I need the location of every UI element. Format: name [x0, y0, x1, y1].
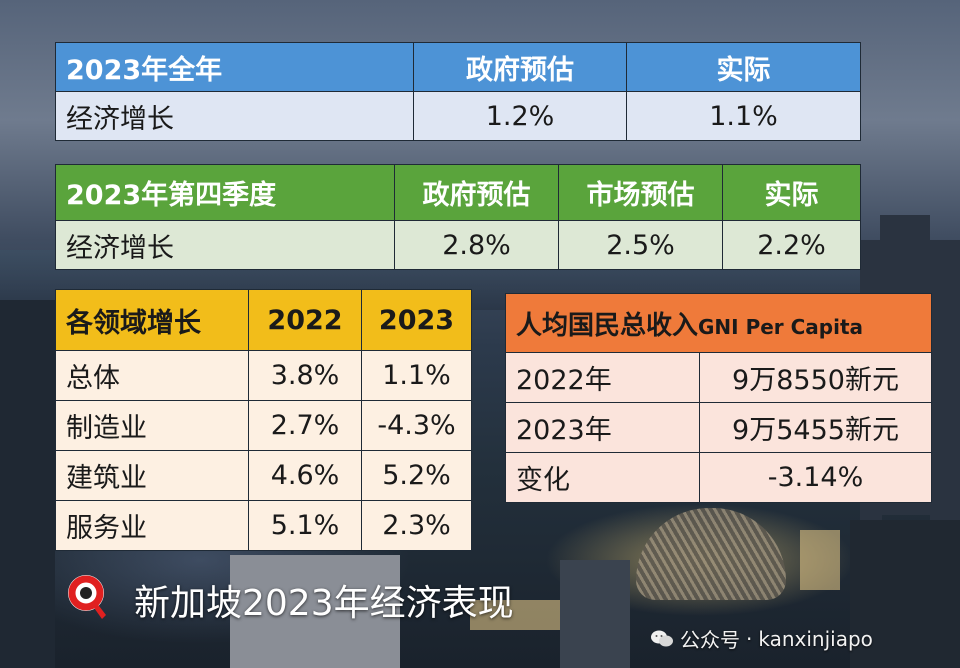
- gni-row-label: 2023年: [505, 402, 700, 453]
- caption-title: 新加坡2023年经济表现: [134, 583, 514, 624]
- table-header-row: 2023年第四季度 政府预估 市场预估 实际: [55, 164, 861, 221]
- table-header-row: 各领域增长 2022 2023: [55, 289, 472, 351]
- table-row: 经济增长 2.8% 2.5% 2.2%: [55, 220, 861, 270]
- actual-value: 2.2%: [722, 220, 861, 270]
- table-row: 2023年 9万5455新元: [505, 402, 932, 453]
- sector-growth-table: 各领域增长 2022 2023 总体 3.8% 1.1% 制造业 2.7% -4…: [55, 289, 472, 551]
- value-2022: 3.8%: [248, 350, 362, 401]
- table-header-row: 人均国民总收入GNI Per Capita: [505, 293, 932, 353]
- gov-estimate-value: 2.8%: [394, 220, 559, 270]
- table-row: 制造业 2.7% -4.3%: [55, 400, 472, 451]
- row-label: 经济增长: [55, 220, 395, 270]
- value-2023: -4.3%: [361, 400, 472, 451]
- table-row: 经济增长 1.2% 1.1%: [55, 91, 861, 141]
- header-actual: 实际: [722, 164, 861, 221]
- background-building: [850, 520, 960, 668]
- gni-title: 人均国民总收入GNI Per Capita: [505, 293, 932, 353]
- sector-label: 服务业: [55, 500, 249, 551]
- gni-change-value: -3.14%: [699, 452, 932, 503]
- full-year-table: 2023年全年 政府预估 实际 经济增长 1.2% 1.1%: [55, 42, 861, 141]
- watermark-prefix: 公众号: [680, 628, 740, 652]
- gni-row-label: 2022年: [505, 352, 700, 403]
- gni-title-cn: 人均国民总收入: [516, 310, 699, 341]
- sector-label: 总体: [55, 350, 249, 401]
- q4-table: 2023年第四季度 政府预估 市场预估 实际 经济增长 2.8% 2.5% 2.…: [55, 164, 861, 270]
- sector-label: 制造业: [55, 400, 249, 451]
- value-2023: 2.3%: [361, 500, 472, 551]
- watermark-separator: ·: [746, 626, 753, 651]
- gni-per-capita-table: 人均国民总收入GNI Per Capita 2022年 9万8550新元 202…: [505, 293, 932, 503]
- table-row: 总体 3.8% 1.1%: [55, 350, 472, 401]
- background-lights: [470, 600, 560, 630]
- watermark: 公众号 · kanxinjiapo: [650, 624, 873, 653]
- header-period: 2023年全年: [55, 42, 414, 92]
- table-row: 变化 -3.14%: [505, 452, 932, 503]
- sector-label: 建筑业: [55, 450, 249, 501]
- background-building: [0, 300, 55, 668]
- row-label: 经济增长: [55, 91, 414, 141]
- watermark-account: kanxinjiapo: [758, 626, 873, 651]
- background-building: [230, 555, 400, 668]
- actual-value: 1.1%: [626, 91, 861, 141]
- value-2022: 2.7%: [248, 400, 362, 451]
- gni-row-value: 9万8550新元: [699, 352, 932, 403]
- header-sector: 各领域增长: [55, 289, 249, 351]
- value-2022: 5.1%: [248, 500, 362, 551]
- table-row: 服务业 5.1% 2.3%: [55, 500, 472, 551]
- background-building: [930, 240, 960, 530]
- header-2022: 2022: [248, 289, 362, 351]
- background-building: [560, 560, 630, 668]
- value-2023: 1.1%: [361, 350, 472, 401]
- header-gov-estimate: 政府预估: [413, 42, 627, 92]
- header-actual: 实际: [626, 42, 861, 92]
- header-gov-estimate: 政府预估: [394, 164, 559, 221]
- value-2022: 4.6%: [248, 450, 362, 501]
- gov-estimate-value: 1.2%: [413, 91, 627, 141]
- header-period: 2023年第四季度: [55, 164, 395, 221]
- table-row: 建筑业 4.6% 5.2%: [55, 450, 472, 501]
- market-estimate-value: 2.5%: [558, 220, 723, 270]
- background-lights: [800, 530, 840, 590]
- wechat-icon: [650, 629, 674, 649]
- value-2023: 5.2%: [361, 450, 472, 501]
- gni-row-label: 变化: [505, 452, 700, 503]
- table-row: 2022年 9万8550新元: [505, 352, 932, 403]
- header-market-estimate: 市场预估: [558, 164, 723, 221]
- header-2023: 2023: [361, 289, 472, 351]
- magnifier-pin-logo-icon: [62, 571, 114, 623]
- gni-row-value: 9万5455新元: [699, 402, 932, 453]
- gni-title-en: GNI Per Capita: [698, 314, 864, 339]
- table-header-row: 2023年全年 政府预估 实际: [55, 42, 861, 92]
